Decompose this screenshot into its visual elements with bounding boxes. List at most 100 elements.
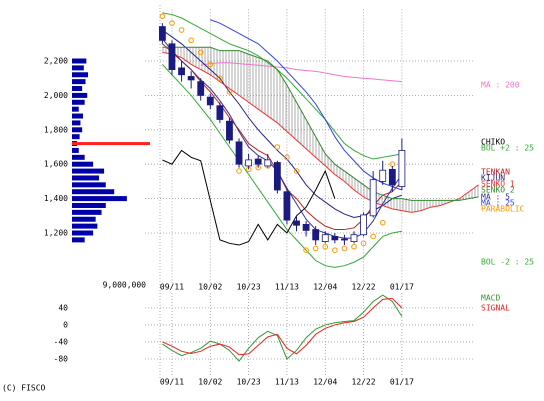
x-tick-label: 12/04 <box>313 378 337 387</box>
legend-label: MA : 25 <box>481 199 515 208</box>
x-tick-label: 11/13 <box>275 378 299 387</box>
volume-tick-label: 9,000,000 <box>103 281 147 290</box>
parabolic-dot <box>197 49 204 56</box>
volume-bar <box>72 175 100 181</box>
candle-body <box>321 234 329 243</box>
legend-label: PARABOLIC <box>481 205 525 214</box>
parabolic-dot <box>293 168 300 174</box>
x-tick-label: 11/13 <box>275 283 299 292</box>
candle-body <box>312 229 320 241</box>
candle-body <box>379 169 387 182</box>
candle-body <box>302 223 310 231</box>
price-highlight <box>72 142 150 146</box>
volume-bar <box>72 106 79 112</box>
volume-bar <box>72 58 87 64</box>
volume-bar <box>72 168 105 174</box>
candle-body <box>168 43 176 70</box>
y-tick-label: 2,200 <box>44 57 68 66</box>
parabolic-dot <box>303 247 309 253</box>
y-tick-label: 2,000 <box>44 91 68 100</box>
parabolic-dot <box>274 144 281 150</box>
y-tick-label: 1,600 <box>44 160 68 169</box>
series-line <box>162 43 403 231</box>
ichimoku-cloud <box>162 47 479 213</box>
legend-label: BOL +2 : 25 <box>481 144 534 153</box>
candle-body <box>254 158 262 165</box>
parabolic-dot <box>188 37 194 44</box>
legend-label: MACD <box>481 294 500 303</box>
volume-bar <box>72 230 94 236</box>
volume-bar <box>72 196 127 202</box>
parabolic-dot <box>360 240 367 247</box>
candle-body <box>350 234 358 243</box>
volume-bar <box>72 147 79 153</box>
parabolic-dot <box>207 61 214 68</box>
volume-bar <box>72 120 81 126</box>
series-line <box>162 149 336 246</box>
volume-bar <box>72 99 85 105</box>
candle-body <box>245 159 253 167</box>
x-tick-label: 10/23 <box>237 283 261 292</box>
volume-bar <box>72 65 84 71</box>
volume-bar <box>72 86 83 92</box>
volume-bar <box>72 127 83 133</box>
candle-body <box>369 179 377 217</box>
y-tick-label: 1,200 <box>44 229 68 238</box>
parabolic-dot <box>351 243 357 250</box>
parabolic-dot <box>312 245 319 252</box>
volume-bar <box>72 209 102 215</box>
copyright: (C) FISCO <box>2 384 46 393</box>
volume-bar <box>72 223 98 229</box>
volume-bar <box>72 154 85 160</box>
x-tick-label: 12/04 <box>313 283 337 292</box>
legend-label: MA : 5 <box>481 193 510 202</box>
parabolic-dot <box>159 13 166 20</box>
volume-bar <box>72 161 94 167</box>
volume-bar <box>72 182 106 188</box>
series-line <box>162 12 402 160</box>
candle-body <box>283 191 291 221</box>
y-tick-label: -80 <box>54 354 69 363</box>
volume-bar <box>72 134 80 140</box>
candle-body <box>197 81 205 96</box>
x-tick-label: 10/23 <box>237 378 261 387</box>
series-line <box>210 19 403 191</box>
volume-bar <box>72 113 83 119</box>
series-line <box>162 294 403 362</box>
parabolic-dot <box>332 247 338 253</box>
legend-label: SENKO 1 <box>481 180 515 189</box>
x-tick-label: 01/17 <box>390 283 414 292</box>
legend-label: KIJUN <box>481 174 505 183</box>
candle-body <box>388 168 396 186</box>
volume-bar <box>72 92 88 98</box>
volume-bar <box>72 237 85 243</box>
parabolic-dot <box>236 168 242 174</box>
volume-bar <box>72 202 106 208</box>
y-tick-label: 1,400 <box>44 194 68 203</box>
x-tick-label: 10/02 <box>198 378 222 387</box>
series-line <box>162 46 479 201</box>
volume-bar <box>72 216 96 222</box>
y-tick-label: 40 <box>58 303 68 312</box>
parabolic-dot <box>341 245 348 252</box>
candle-body <box>360 214 367 236</box>
legend-label: SIGNAL <box>481 304 510 313</box>
series-line <box>200 62 402 83</box>
x-tick-label: 09/11 <box>160 283 184 292</box>
parabolic-dot <box>322 243 329 250</box>
y-tick-label: 0 <box>63 320 68 329</box>
candle-body <box>216 105 224 120</box>
series-line <box>162 298 403 356</box>
legend-label: SENKO 2 <box>481 186 515 195</box>
volume-bar <box>72 189 115 195</box>
candle-body <box>398 150 406 187</box>
parabolic-dot <box>379 219 386 226</box>
volume-bar <box>72 79 86 85</box>
candle-body <box>226 120 233 141</box>
x-tick-label: 10/02 <box>198 283 222 292</box>
candle-body <box>178 67 185 76</box>
candle-body <box>187 76 195 81</box>
parabolic-dot <box>389 161 396 167</box>
x-tick-label: 12/22 <box>352 378 376 387</box>
